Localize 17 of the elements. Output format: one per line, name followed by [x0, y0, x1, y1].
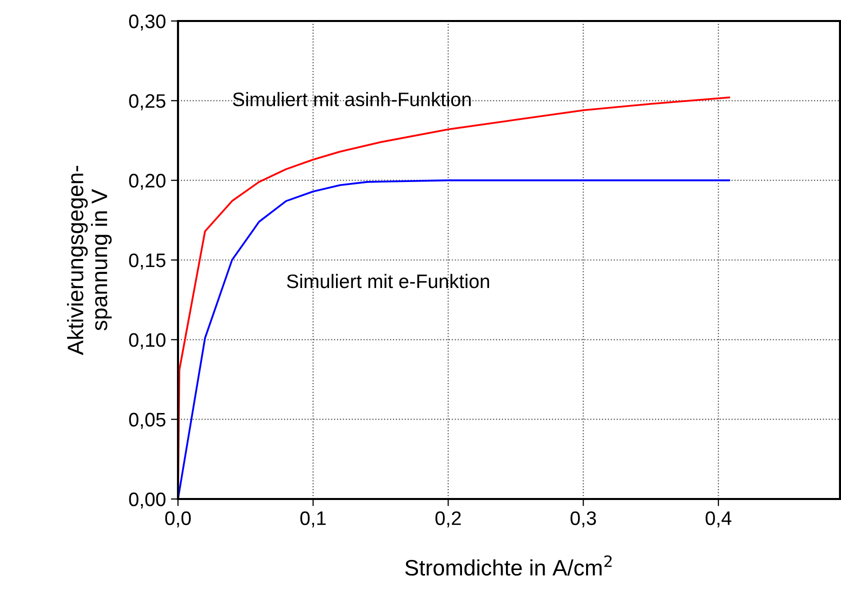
x-tick-label: 0,4 — [706, 511, 732, 528]
x-tick-label: 0,2 — [435, 511, 461, 528]
x-tick-label: 0,3 — [570, 511, 596, 528]
y-tick-label: 0,00 — [129, 492, 166, 509]
text: Simuliert mit e-Funktion — [286, 274, 490, 288]
x-tick-label: 0,1 — [300, 511, 326, 528]
x-tick-label: 0,0 — [165, 511, 191, 528]
line-series — [178, 179, 730, 499]
y-tick-label: 0,05 — [129, 412, 166, 429]
y-tick-label: 0,10 — [129, 333, 166, 350]
y-tick-label: 0,30 — [129, 14, 166, 31]
x-axis-title: Stromdichte in A/cm$^{2}$ — [405, 555, 612, 576]
y-tick-label: 0,25 — [129, 94, 166, 110]
y-axis-title: Aktivierungsgegen- spannung in V — [67, 166, 112, 356]
y-tick-label: 0,15 — [129, 253, 166, 270]
y-tick-label: 0,20 — [129, 174, 166, 190]
series-label: Simuliert mit asinh-Funktion — [232, 92, 471, 106]
